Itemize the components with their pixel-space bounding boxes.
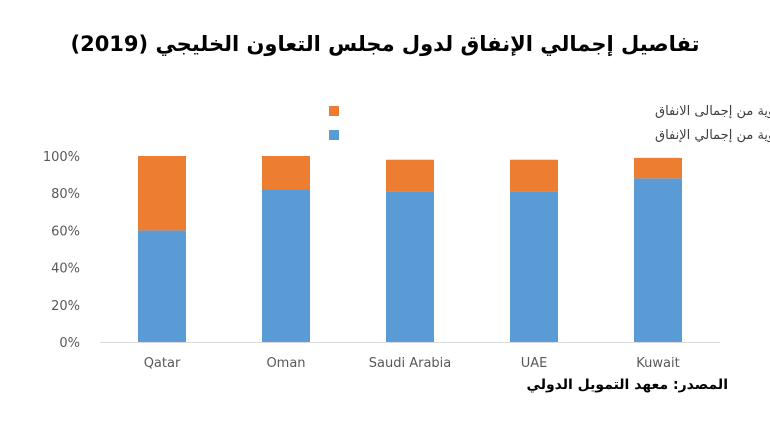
bar-segment-current-oman [262, 189, 310, 342]
legend-swatch [329, 106, 339, 116]
bar-segment-current-uae [510, 191, 558, 342]
y-tick-label: 20% [51, 299, 80, 314]
bar-segment-capital-saudi-arabia [386, 159, 434, 192]
x-axis: Qatar Oman Saudi Arabia UAE Kuwait [100, 342, 720, 371]
y-tick-label: 80% [51, 187, 80, 202]
bar-segment-current-qatar [138, 230, 186, 342]
x-tick-label: UAE [521, 356, 548, 371]
bar-segment-capital-oman [262, 156, 310, 190]
bar-segment-capital-kuwait [634, 157, 682, 179]
bars [138, 156, 682, 342]
x-tick-label: Saudi Arabia [369, 356, 452, 371]
chart-title: تفاصيل إجمالي الإنفاق لدول مجلس التعاون … [70, 32, 700, 56]
y-tick-label: 60% [51, 224, 80, 239]
bar-segment-current-kuwait [634, 178, 682, 342]
y-tick-label: 0% [59, 336, 80, 351]
bar-segment-capital-qatar [138, 156, 186, 231]
x-tick-label: Qatar [144, 356, 181, 371]
bar-segment-capital-uae [510, 159, 558, 192]
y-tick-label: 40% [51, 262, 80, 277]
legend-swatch [329, 130, 339, 140]
x-tick-label: Oman [266, 356, 305, 371]
legend-label: الإنفاق الجاري كنسبة مئوية من إجمالي الإ… [655, 128, 770, 143]
bar-segment-current-saudi-arabia [386, 191, 434, 342]
legend-label: الإنفاق الرأسمالى كنسبة مئوية من إجمالى … [655, 102, 770, 119]
y-axis: 0% 20% 40% 60% 80% 100% [43, 150, 80, 351]
legend: الإنفاق الرأسمالى كنسبة مئوية من إجمالى … [329, 102, 770, 143]
y-tick-label: 100% [43, 150, 80, 165]
source-note: المصدر: معهد التمويل الدولي [526, 377, 728, 393]
x-tick-label: Kuwait [636, 356, 679, 371]
